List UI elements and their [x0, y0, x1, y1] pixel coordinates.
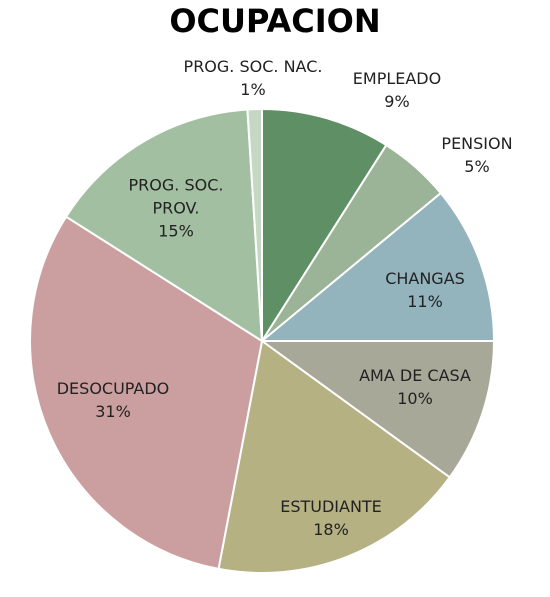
value-label: 11%	[407, 292, 443, 311]
category-label: ESTUDIANTE	[280, 497, 382, 516]
category-label: PROG. SOC. PROV.	[128, 175, 224, 218]
pie-slice	[217, 339, 452, 574]
slice-label: PROG. SOC. PROV. 15%	[121, 174, 231, 243]
pie-slice	[259, 191, 496, 342]
pie-slice	[64, 108, 264, 343]
value-label: 9%	[384, 92, 410, 111]
category-label: CHANGAS	[385, 269, 465, 288]
slice-label: PROG. SOC. NAC. 1%	[184, 55, 323, 101]
value-label: 15%	[158, 221, 194, 241]
slice-label: AMA DE CASA 10%	[359, 364, 471, 410]
category-label: PENSION	[441, 134, 513, 153]
value-label: 31%	[95, 402, 131, 421]
slice-label: PENSION 5%	[441, 132, 512, 178]
slice-label: EMPLEADO 9%	[353, 67, 441, 113]
category-label: DESOCUPADO	[56, 379, 170, 398]
category-label: PROG. SOC. NAC.	[183, 57, 323, 76]
slice-label: DESOCUPADO 31%	[57, 377, 170, 423]
pie-slice	[261, 107, 388, 345]
value-label: 18%	[313, 520, 349, 539]
category-label: AMA DE CASA	[359, 366, 471, 385]
value-label: 5%	[464, 157, 490, 176]
category-label: EMPLEADO	[352, 69, 442, 88]
slice-label: ESTUDIANTE 18%	[280, 495, 382, 541]
pie-slice	[246, 107, 263, 342]
slice-label: CHANGAS 11%	[385, 267, 465, 313]
chart-title: OCUPACION	[169, 2, 381, 40]
pie-slice	[258, 340, 496, 479]
value-label: 10%	[397, 389, 433, 408]
value-label: 1%	[240, 80, 266, 99]
